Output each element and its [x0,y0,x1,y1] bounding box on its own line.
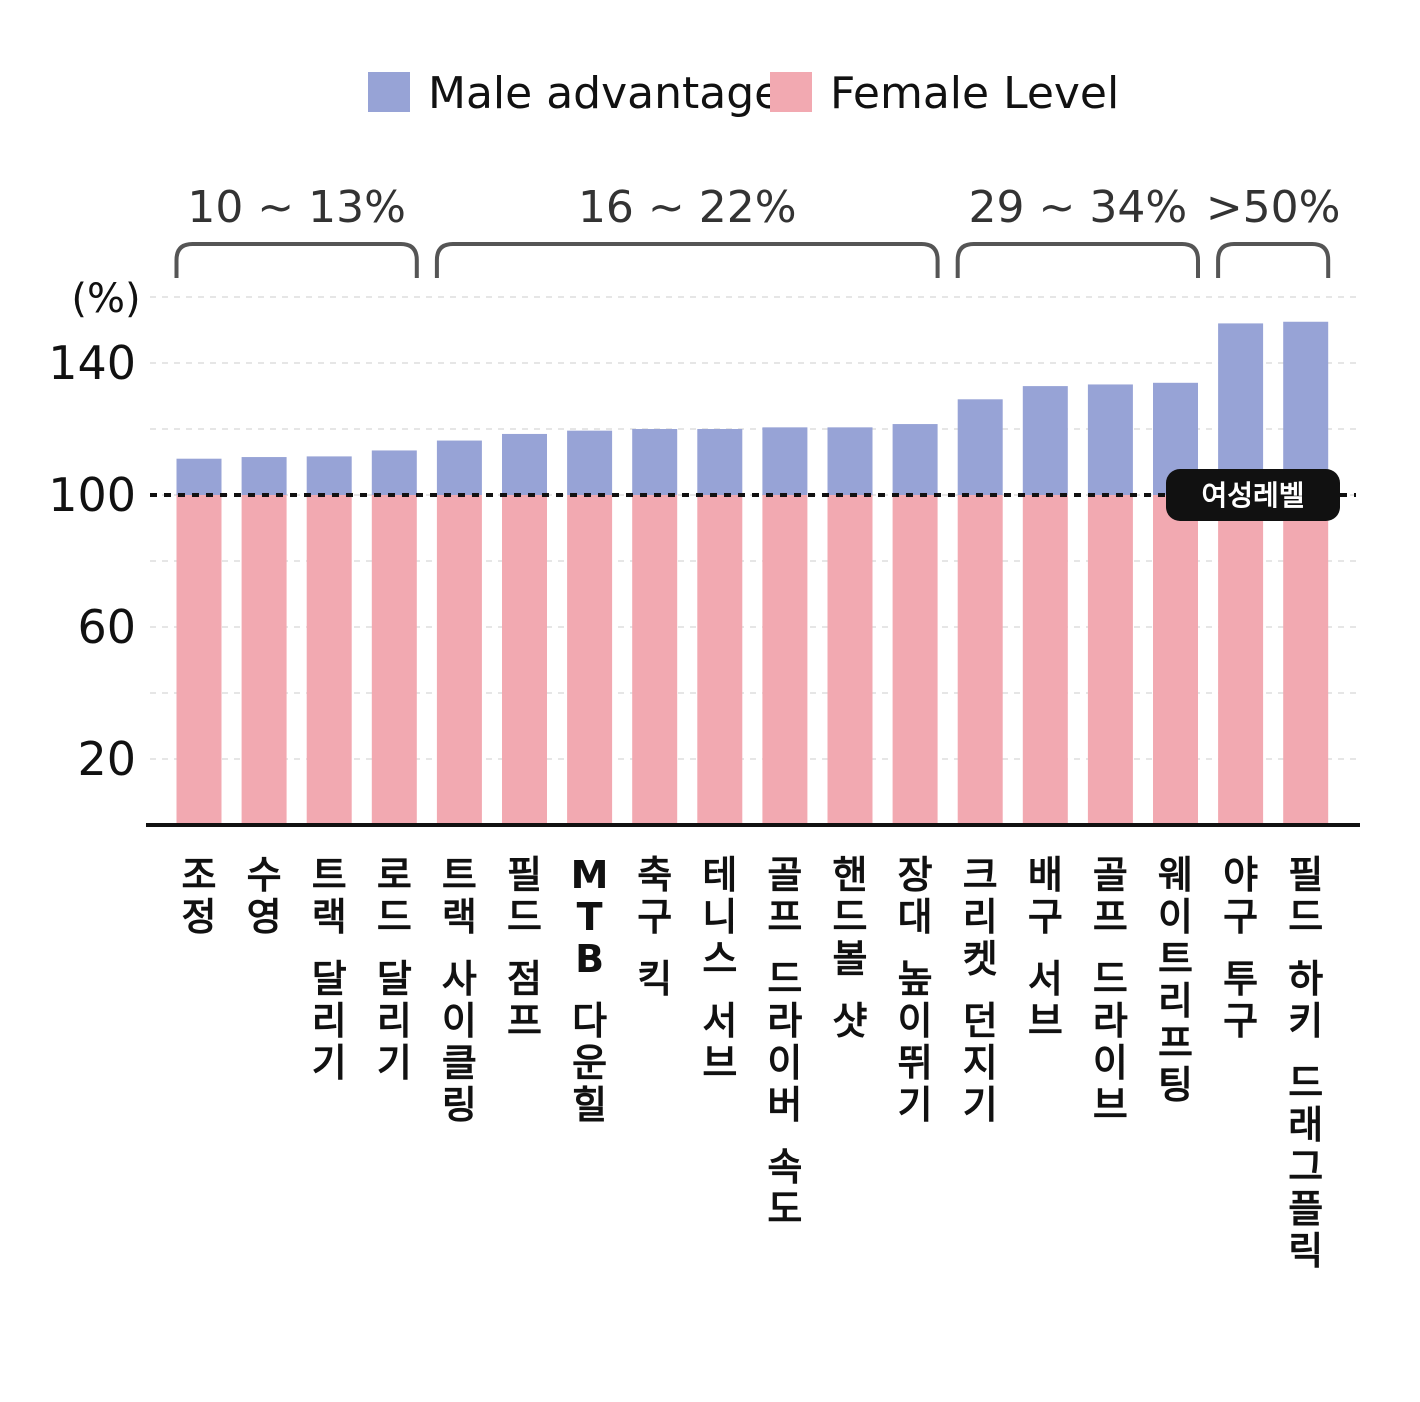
legend-swatch [368,72,410,112]
y-tick-label: 140 [48,336,136,390]
bar-male-advantage [1022,386,1068,495]
bar-female-level [1153,495,1198,825]
bar-female-level [632,495,678,825]
reference-label-badge: 여성레벨 [1166,469,1340,521]
bar-male-advantage [1218,323,1264,495]
group-label: 10 ~ 13% [187,182,406,233]
category-labels: 조 정 수 영 트 랙 달 리 기 로 드 달 리 기 트 랙 사 이 클 링 필 드 점 프 M T B 다 운 힐 축 구 킥 테 니 스 서 브 골 프… [182,853,1324,1273]
bar-female-level [1022,495,1068,825]
bar-male-advantage [241,457,287,495]
bar-male-advantage [762,427,808,495]
legend-entry: Female Level [830,68,1119,119]
group-label: 29 ~ 34% [969,182,1188,233]
y-tick-label: 20 [77,732,136,786]
y-axis-label: (%) [71,276,140,322]
bar-male-advantage [632,429,678,495]
bar-female-level [176,495,222,825]
y-tick-label: 60 [77,600,136,654]
bar-female-level [762,495,808,825]
bar-female-level [502,495,547,825]
legend-entry: Male advantage [428,68,781,119]
bar-female-level [306,495,352,825]
bar-female-level [827,495,873,825]
bar-male-advantage [827,427,873,495]
legend-swatch [770,72,812,112]
bar-male-advantage [957,399,1003,495]
bar-male-advantage [436,440,482,495]
bar-female-level [957,495,1003,825]
bar-male-advantage [1283,321,1329,495]
bar-male-advantage [567,430,613,495]
bar-female-level [436,495,482,825]
bar-male-advantage [1087,384,1133,495]
bar-female-level [241,495,287,825]
bars [176,321,1329,825]
group-bracket [1216,242,1331,278]
bar-female-level [567,495,613,825]
group-bracket [174,242,419,278]
bar-female-level [371,495,417,825]
group-label: >50% [1206,182,1341,233]
bar-female-level [1087,495,1133,825]
bar-female-level [697,495,743,825]
bar-male-advantage [697,429,743,495]
reference-label: 여성레벨 [1201,479,1304,512]
bar-female-level [892,495,938,825]
bar-female-level [1218,495,1264,825]
group-label: 16 ~ 22% [578,182,797,233]
y-axis-ticks: 20 60 100 140 [48,336,136,786]
bar-male-advantage [502,433,547,495]
group-bracket [955,242,1200,278]
y-tick-label: 100 [48,468,136,522]
legend: Male advantage Female Level [368,68,1119,119]
bar-male-advantage [892,424,938,495]
bar-male-advantage [371,450,417,495]
group-brackets: 10 ~ 13% 16 ~ 22% 29 ~ 34% >50% [174,182,1341,278]
group-bracket [434,242,940,278]
bar-female-level [1283,495,1329,825]
bar-male-advantage [306,456,352,495]
bar-male-advantage [176,458,222,495]
